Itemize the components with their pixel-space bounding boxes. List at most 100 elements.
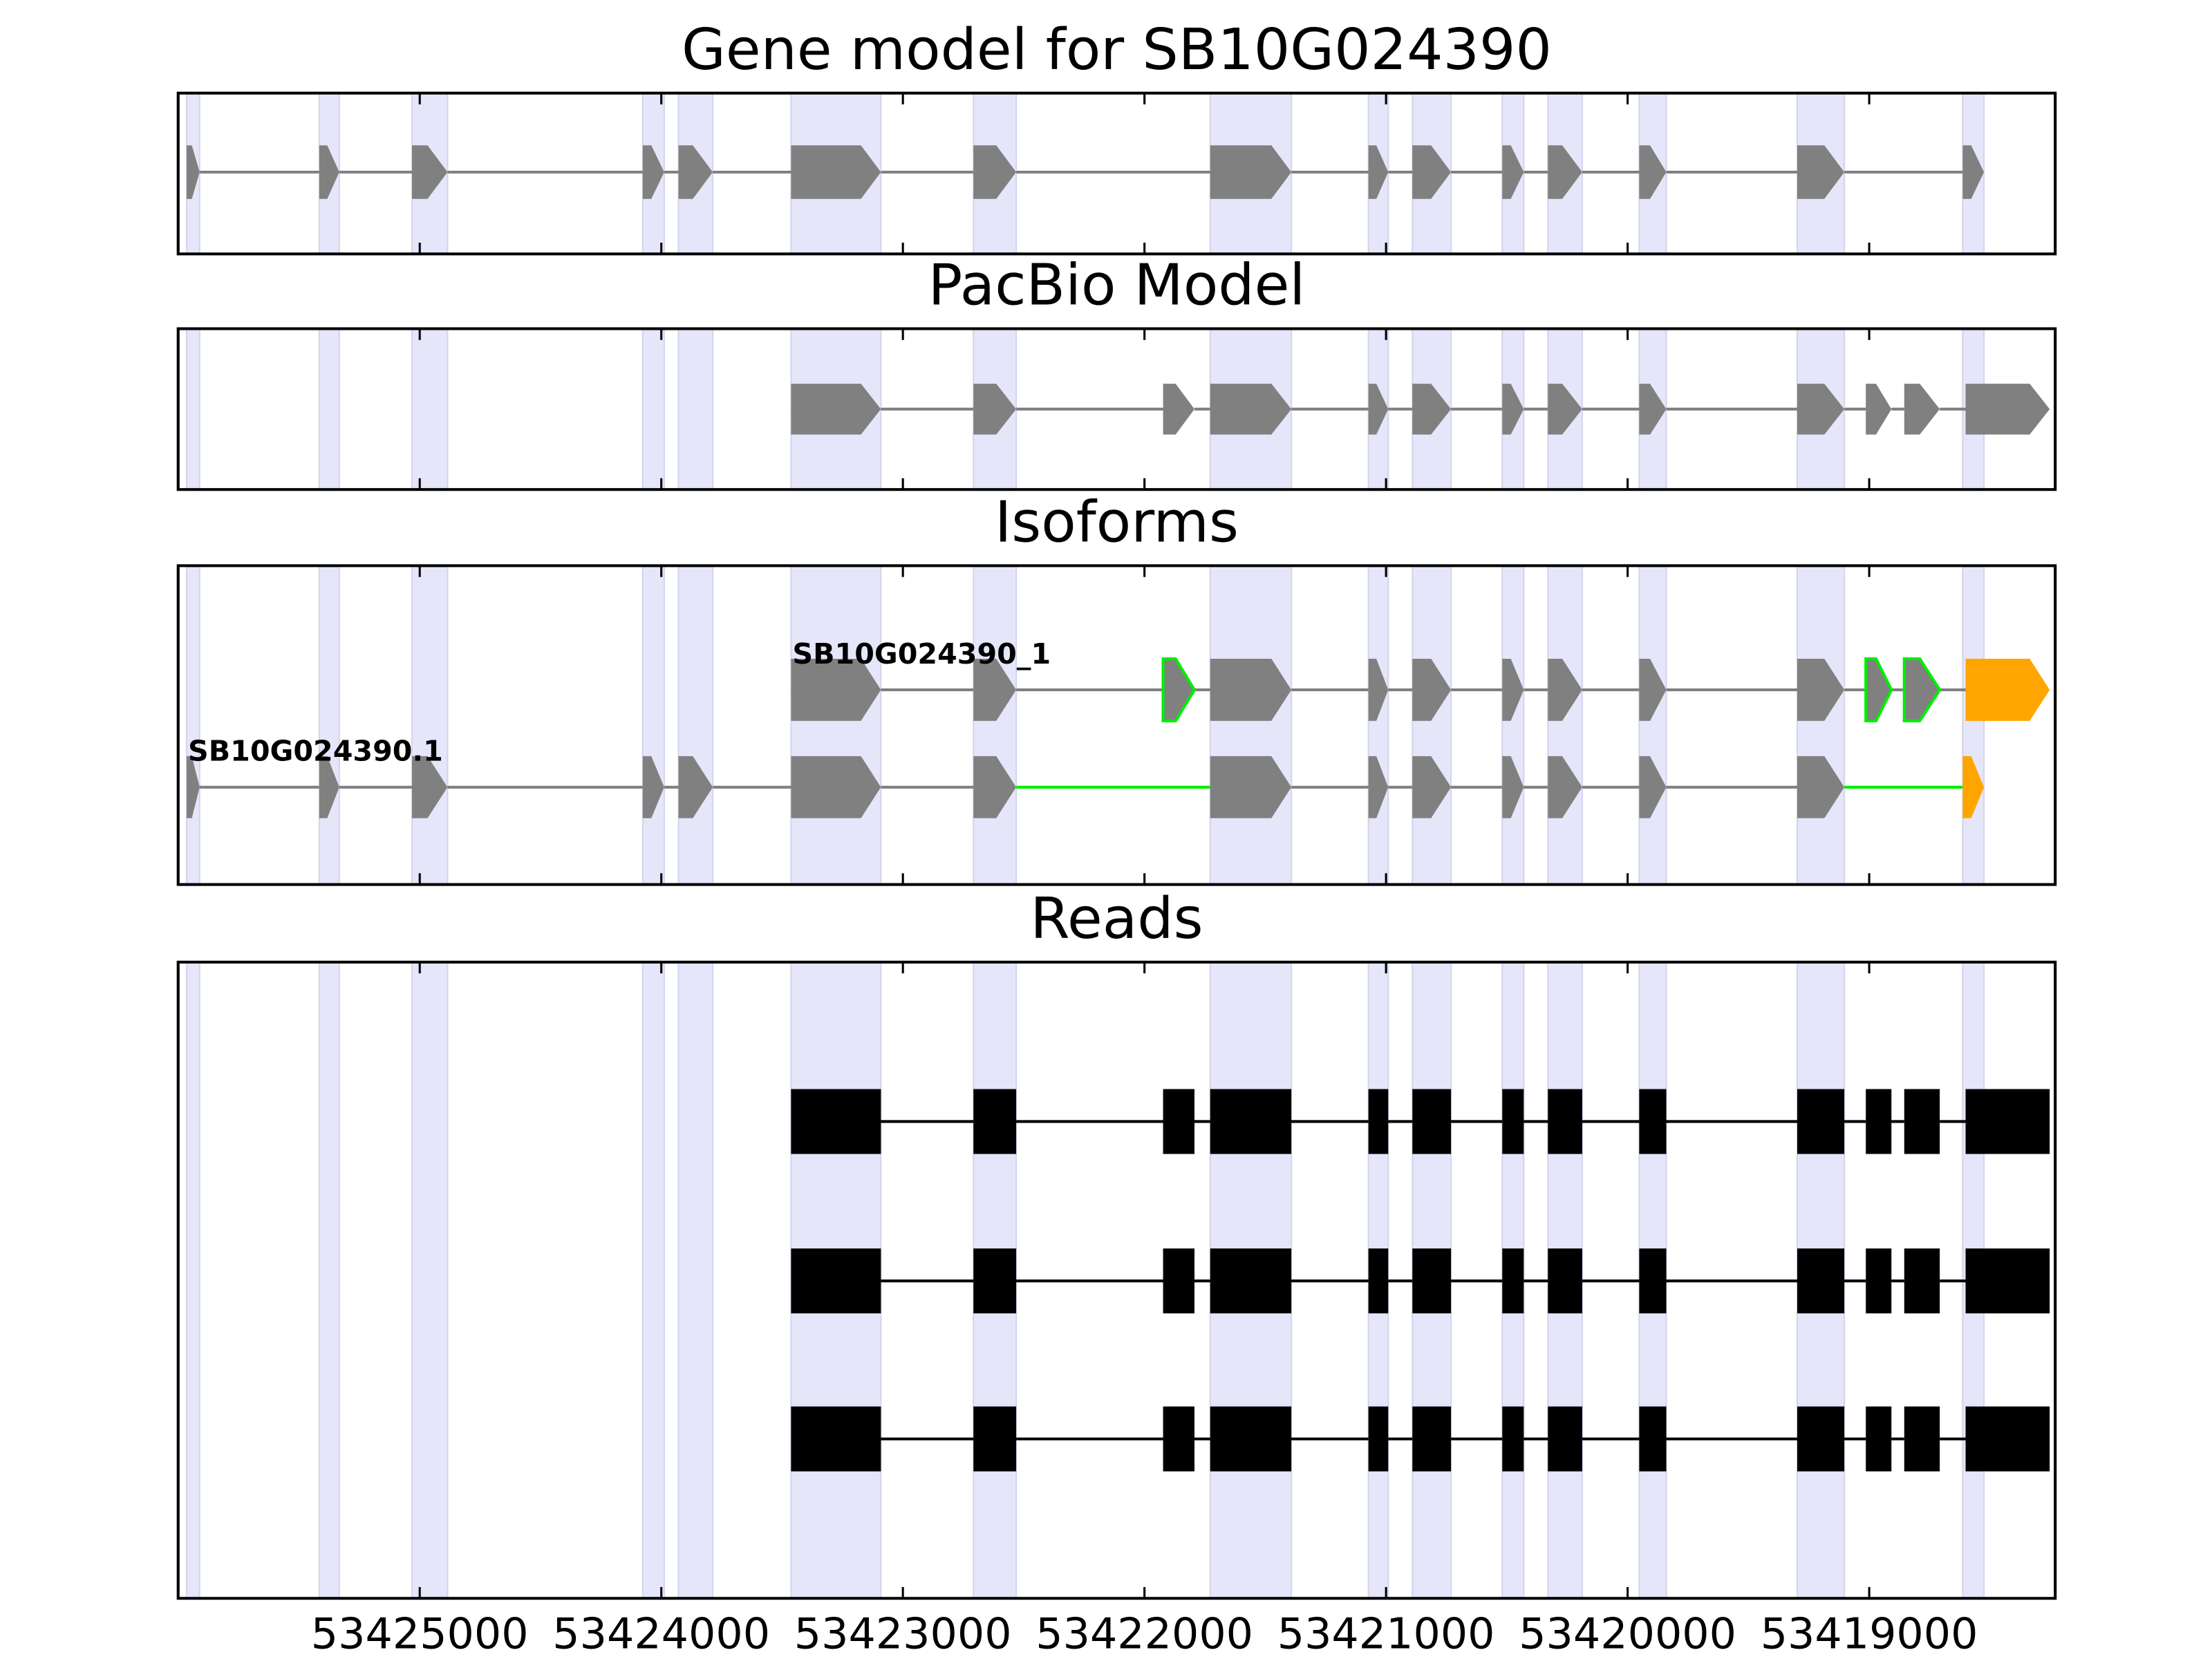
exon	[1412, 1089, 1452, 1154]
exon	[1502, 1248, 1524, 1313]
exon	[1965, 1406, 2050, 1472]
exon	[973, 1089, 1017, 1154]
exon	[1368, 1089, 1389, 1154]
exon	[1548, 1248, 1582, 1313]
exon	[1904, 384, 1940, 435]
exon	[973, 756, 1017, 818]
exon	[1368, 384, 1389, 435]
highlight-region	[790, 565, 882, 885]
exon	[1639, 1406, 1667, 1472]
highlight-region	[1209, 565, 1293, 885]
exon	[1902, 657, 1942, 722]
exon	[1502, 659, 1524, 721]
exon	[642, 145, 664, 199]
exon	[1412, 659, 1452, 721]
exon	[1368, 145, 1389, 199]
exon	[973, 659, 1017, 721]
panel-title: Isoforms	[995, 490, 1239, 556]
exon	[678, 145, 713, 199]
exon	[1210, 756, 1292, 818]
exon	[791, 1089, 881, 1154]
isoform-label: SB10G024390.1	[188, 735, 443, 768]
exon	[1797, 145, 1845, 199]
highlight-region	[1501, 565, 1525, 885]
exon	[1962, 756, 1985, 818]
exon	[1210, 1406, 1292, 1472]
panel-title: Gene model for SB10G024390	[682, 17, 1552, 83]
exon	[1548, 659, 1582, 721]
exon	[1163, 1406, 1194, 1472]
exon	[412, 756, 448, 818]
exon	[1965, 659, 2050, 721]
highlight-region	[641, 328, 665, 491]
exon	[1866, 1406, 1892, 1472]
x-tick-label: 53419000	[1761, 1609, 1978, 1659]
exon	[186, 145, 200, 199]
exon	[1548, 384, 1582, 435]
exon	[1639, 384, 1667, 435]
highlight-region	[1412, 565, 1452, 885]
exon	[678, 756, 713, 818]
exon	[1639, 145, 1667, 199]
exon	[973, 384, 1017, 435]
highlight-region	[677, 961, 714, 1600]
exon	[1864, 657, 1893, 722]
x-tick-label: 53421000	[1277, 1609, 1495, 1659]
exon	[1161, 657, 1197, 722]
exon	[1548, 1406, 1582, 1472]
exon	[1797, 659, 1845, 721]
exon	[1797, 384, 1845, 435]
highlight-region	[1962, 565, 1985, 885]
exon	[791, 384, 881, 435]
exon	[1639, 659, 1667, 721]
exon	[319, 756, 339, 818]
exon	[791, 659, 881, 721]
x-tick-label: 53420000	[1519, 1609, 1736, 1659]
exon	[1210, 1089, 1292, 1154]
highlight-region	[411, 328, 449, 491]
exon	[1904, 1248, 1940, 1313]
exon	[1412, 1406, 1452, 1472]
x-tick-label: 53422000	[1035, 1609, 1253, 1659]
exon	[1797, 1089, 1845, 1154]
x-tick-label: 53423000	[794, 1609, 1012, 1659]
highlight-region	[641, 961, 665, 1600]
exon	[791, 145, 881, 199]
exon	[1548, 756, 1582, 818]
highlight-region	[185, 328, 200, 491]
exon	[1866, 1089, 1892, 1154]
exon	[1412, 756, 1452, 818]
exon	[1904, 1406, 1940, 1472]
exon	[1163, 1089, 1194, 1154]
exon	[791, 1406, 881, 1472]
exon	[973, 145, 1017, 199]
exon	[1639, 1089, 1667, 1154]
exon	[791, 756, 881, 818]
exon	[412, 145, 448, 199]
panel-frame	[176, 327, 2057, 491]
panel-title: Reads	[1030, 886, 1203, 952]
exon	[1797, 1406, 1845, 1472]
exon	[1502, 145, 1524, 199]
highlight-region	[1796, 565, 1846, 885]
exon	[186, 756, 200, 818]
x-tick-label: 53425000	[311, 1609, 529, 1659]
exon	[1210, 384, 1292, 435]
exon	[642, 756, 664, 818]
highlight-region	[185, 565, 200, 885]
exon	[1548, 145, 1582, 199]
exon	[1965, 1089, 2050, 1154]
exon	[1866, 1248, 1892, 1313]
highlight-region	[1547, 565, 1583, 885]
highlight-region	[1367, 565, 1389, 885]
exon	[1412, 1248, 1452, 1313]
highlight-region	[318, 328, 340, 491]
exon	[1368, 1406, 1389, 1472]
exon	[1368, 756, 1389, 818]
exon	[1210, 145, 1292, 199]
exon	[1797, 1248, 1845, 1313]
exon	[319, 145, 339, 199]
exon	[973, 1248, 1017, 1313]
